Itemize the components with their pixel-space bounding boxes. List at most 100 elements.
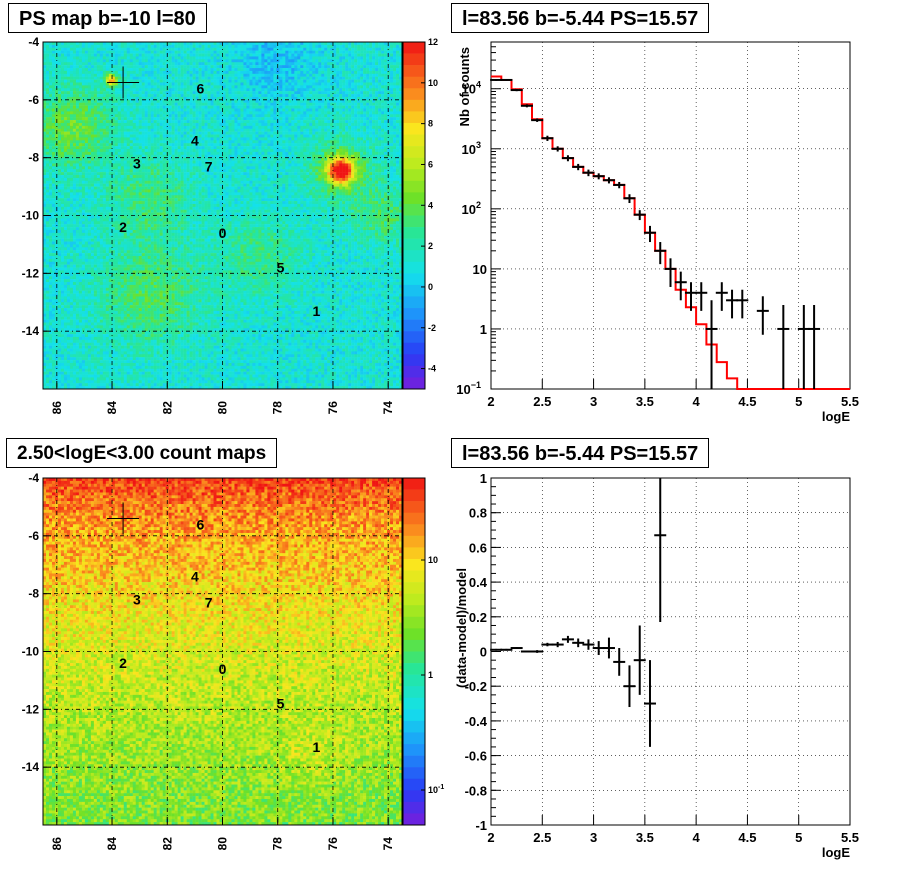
heatmap-cell [303,94,306,97]
heatmap-cell [300,82,303,85]
heatmap-cell [342,80,345,83]
heatmap-cell [130,123,133,126]
heatmap-cell [154,158,157,161]
heatmap-cell [100,71,103,74]
heatmap-cell [85,74,88,77]
heatmap-cell [133,85,136,88]
heatmap-cell [342,56,345,59]
heatmap-cell [211,80,214,83]
heatmap-cell [142,146,145,149]
heatmap-cell [339,74,342,77]
heatmap-cell [187,65,190,68]
heatmap-cell [231,56,234,59]
heatmap-cell [199,111,202,114]
heatmap-cell [243,54,246,57]
heatmap-cell [49,56,52,59]
heatmap-cell [357,85,360,88]
heatmap-cell [100,146,103,149]
heatmap-cell [214,91,217,94]
heatmap-cell [181,103,184,106]
heatmap-cell [217,71,220,74]
heatmap-cell [375,111,378,114]
heatmap-cell [249,80,252,83]
heatmap-cell [312,103,315,106]
heatmap-cell [109,54,112,57]
heatmap-cell [160,45,163,48]
heatmap-cell [163,106,166,109]
heatmap-cell [97,140,100,143]
heatmap-cell [163,137,166,140]
heatmap-cell [151,91,154,94]
heatmap-cell [121,117,124,120]
heatmap-cell [100,158,103,161]
heatmap-cell [378,126,381,129]
heatmap-cell [190,88,193,91]
heatmap-cell [342,126,345,129]
heatmap-cell [178,109,181,112]
heatmap-cell [300,129,303,132]
heatmap-cell [127,51,130,54]
heatmap-cell [223,129,226,132]
heatmap-cell [115,106,118,109]
heatmap-cell [223,59,226,62]
heatmap-cell [357,88,360,91]
heatmap-cell [202,117,205,120]
heatmap-cell [211,68,214,71]
heatmap-cell [46,54,49,57]
heatmap-cell [178,158,181,161]
heatmap-cell [255,59,258,62]
heatmap-cell [127,77,130,80]
heatmap-cell [381,62,384,65]
heatmap-cell [261,88,264,91]
heatmap-cell [285,140,288,143]
heatmap-cell [291,126,294,129]
heatmap-cell [315,106,318,109]
heatmap-cell [187,48,190,51]
heatmap-cell [85,158,88,161]
heatmap-cell [282,152,285,155]
heatmap-cell [103,146,106,149]
heatmap-cell [121,146,124,149]
heatmap-cell [64,123,67,126]
heatmap-cell [151,88,154,91]
heatmap-cell [208,65,211,68]
heatmap-cell [121,152,124,155]
heatmap-cell [151,45,154,48]
heatmap-cell [324,152,327,155]
heatmap-cell [178,143,181,146]
heatmap-cell [396,82,399,85]
heatmap-cell [97,68,100,71]
heatmap-cell [205,106,208,109]
heatmap-cell [279,51,282,54]
heatmap-cell [225,120,228,123]
heatmap-cell [157,103,160,106]
heatmap-cell [214,161,217,164]
heatmap-cell [58,123,61,126]
heatmap-cell [109,59,112,62]
heatmap-cell [300,91,303,94]
heatmap-cell [249,135,252,138]
heatmap-cell [106,54,109,57]
heatmap-cell [348,152,351,155]
heatmap-cell [369,74,372,77]
heatmap-cell [279,152,282,155]
heatmap-cell [396,137,399,140]
heatmap-cell [231,132,234,135]
heatmap-cell [369,146,372,149]
heatmap-cell [252,123,255,126]
heatmap-cell [88,120,91,123]
heatmap-cell [52,51,55,54]
heatmap-cell [252,109,255,112]
heatmap-cell [46,80,49,83]
heatmap-cell [193,59,196,62]
heatmap-cell [58,146,61,149]
heatmap-cell [211,137,214,140]
heatmap-cell [270,143,273,146]
heatmap-cell [202,59,205,62]
heatmap-cell [172,126,175,129]
heatmap-cell [169,114,172,117]
heatmap-cell [246,62,249,65]
heatmap-cell [333,68,336,71]
heatmap-cell [211,117,214,120]
heatmap-cell [243,123,246,126]
